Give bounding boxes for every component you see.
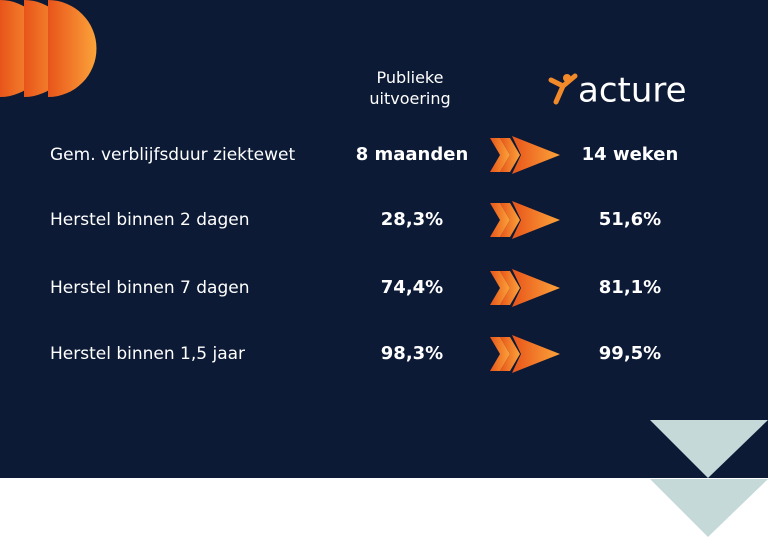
column-header: Publieke uitvoering bbox=[369, 68, 450, 108]
header-line: Publieke bbox=[377, 68, 444, 87]
header-line: uitvoering bbox=[369, 89, 450, 108]
decor-shape bbox=[48, 0, 97, 97]
brand-name: acture bbox=[578, 71, 687, 111]
row-label: Herstel binnen 2 dagen bbox=[50, 210, 250, 230]
public-value: 74,4% bbox=[381, 277, 443, 298]
arrow-head bbox=[512, 335, 560, 373]
public-value: 8 maanden bbox=[356, 144, 469, 165]
decor-triangle bbox=[650, 420, 768, 478]
background bbox=[0, 0, 768, 478]
arrow-chevron bbox=[500, 138, 520, 172]
row-label: Herstel binnen 1,5 jaar bbox=[50, 344, 245, 364]
arrow-chevron bbox=[500, 203, 520, 237]
acture-value: 14 weken bbox=[582, 144, 679, 165]
arrow-head bbox=[512, 269, 560, 307]
arrow-head bbox=[512, 136, 560, 174]
acture-value: 99,5% bbox=[599, 343, 661, 364]
decor-triangle bbox=[650, 479, 768, 537]
logo-figure bbox=[548, 73, 578, 105]
row-label: Herstel binnen 7 dagen bbox=[50, 278, 250, 298]
brand-logo: acture bbox=[548, 71, 687, 111]
public-value: 98,3% bbox=[381, 343, 443, 364]
table: Gem. verblijfsduur ziektewet 8 maanden 14 … bbox=[50, 136, 678, 373]
acture-value: 81,1% bbox=[599, 277, 661, 298]
arrow-chevron bbox=[500, 337, 520, 371]
arrow-chevron bbox=[500, 271, 520, 305]
row-label: Gem. verblijfsduur ziektewet bbox=[50, 145, 295, 165]
public-value: 28,3% bbox=[381, 209, 443, 230]
acture-value: 51,6% bbox=[599, 209, 661, 230]
arrow-head bbox=[512, 201, 560, 239]
